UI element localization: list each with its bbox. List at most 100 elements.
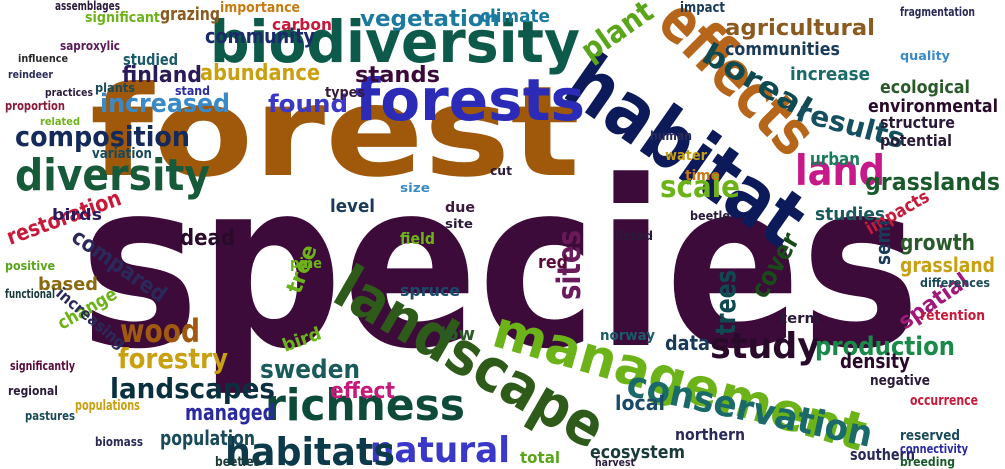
- word: influence: [18, 52, 68, 65]
- word: found: [268, 90, 348, 118]
- word: study: [710, 326, 820, 367]
- word: composition: [15, 120, 190, 153]
- word: environmental: [868, 96, 998, 117]
- word: low: [440, 324, 475, 345]
- word: wood: [120, 312, 200, 350]
- word: significantly: [10, 359, 75, 373]
- word: southern: [850, 445, 915, 464]
- word: saproxylic: [60, 39, 120, 53]
- word: beetles: [215, 455, 260, 469]
- word: populations: [75, 398, 140, 414]
- word: managed: [185, 401, 275, 426]
- word: increased: [100, 89, 230, 119]
- word: data: [665, 331, 710, 355]
- word: water: [665, 148, 707, 164]
- word: forestry: [118, 342, 228, 375]
- word: natural: [370, 430, 510, 469]
- word: harvest: [595, 456, 635, 469]
- word: community: [205, 24, 315, 48]
- word: urban: [810, 149, 860, 170]
- word: size: [400, 181, 430, 195]
- word: level: [330, 196, 375, 217]
- word: pastures: [25, 409, 75, 423]
- word: scale: [660, 170, 740, 205]
- word: density: [840, 349, 910, 373]
- word: forests: [355, 66, 585, 134]
- word: field: [400, 229, 435, 248]
- word: dead: [180, 226, 235, 251]
- word: stand: [175, 84, 210, 98]
- word: finland: [122, 63, 202, 88]
- word: reindeer: [8, 68, 53, 81]
- word: reserved: [900, 428, 960, 444]
- word: growth: [900, 231, 975, 256]
- word: connectivity: [900, 442, 968, 456]
- word: habitats: [225, 430, 395, 469]
- word: site: [445, 217, 473, 231]
- word: carbon: [272, 15, 332, 34]
- word: practices: [45, 86, 93, 99]
- word: vegetation: [360, 7, 500, 32]
- word: species: [80, 133, 920, 400]
- word: land: [795, 146, 885, 195]
- word: red: [538, 252, 568, 273]
- word: stands: [355, 63, 440, 88]
- word: pine: [290, 256, 322, 272]
- word: occurrence: [910, 393, 978, 409]
- word: trees: [709, 270, 742, 335]
- word: significant: [85, 10, 160, 26]
- word: production: [815, 332, 955, 362]
- word: term: [780, 311, 820, 327]
- word: spruce: [400, 281, 460, 300]
- word: functional: [5, 287, 55, 301]
- word: potential: [880, 131, 952, 150]
- word: local: [615, 391, 665, 415]
- word: sweden: [260, 355, 360, 385]
- word: increase: [790, 64, 870, 85]
- word: ecosystem: [590, 442, 685, 463]
- word: listed: [615, 229, 653, 243]
- word: biodiversity: [210, 8, 580, 76]
- word: communities: [725, 39, 840, 60]
- word: quality: [900, 49, 950, 63]
- word: differences: [920, 276, 990, 290]
- word: human: [650, 129, 692, 143]
- word: proportion: [5, 99, 65, 113]
- word: grassland: [900, 253, 995, 277]
- word: semi: [871, 220, 895, 265]
- word: ecological: [880, 77, 970, 98]
- word: plants: [95, 81, 135, 95]
- word: assemblages: [55, 0, 120, 13]
- word: retention: [920, 308, 985, 324]
- word: grasslands: [865, 168, 1000, 196]
- word: northern: [675, 425, 745, 444]
- word: population: [160, 426, 255, 450]
- word: climate: [480, 6, 550, 27]
- word: related: [40, 115, 80, 128]
- word: time: [685, 168, 720, 184]
- word: based: [38, 274, 98, 295]
- word: types: [325, 85, 365, 101]
- word: abundance: [200, 61, 320, 86]
- word: regional: [8, 384, 58, 398]
- word: structure: [880, 113, 955, 132]
- word: studies: [815, 204, 885, 225]
- word: agricultural: [725, 16, 875, 41]
- word: fragmentation: [900, 5, 975, 19]
- word: effect: [330, 379, 395, 404]
- word: studied: [123, 50, 178, 69]
- word: biomass: [95, 435, 143, 449]
- word: importance: [220, 0, 300, 16]
- word: norway: [600, 328, 655, 344]
- word: negative: [870, 373, 930, 389]
- word: impact: [680, 0, 725, 16]
- word: beetle: [690, 209, 730, 223]
- word: birds: [52, 205, 102, 224]
- word: positive: [5, 259, 55, 273]
- word: variation: [92, 146, 152, 162]
- word: landscapes: [110, 372, 275, 405]
- word: cut: [490, 164, 512, 178]
